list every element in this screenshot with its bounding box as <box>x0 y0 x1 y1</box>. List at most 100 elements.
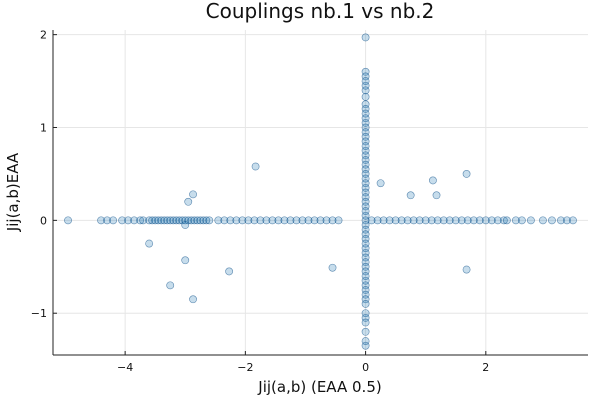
scatter-point <box>361 337 370 345</box>
scatter-point <box>361 248 370 257</box>
data-points <box>64 33 577 350</box>
scatter-point <box>361 216 370 225</box>
x-tick-label: 2 <box>482 361 489 374</box>
scatter-point <box>189 295 197 304</box>
scatter-point <box>316 216 325 225</box>
scatter-point <box>421 216 430 225</box>
scatter-point <box>361 100 370 109</box>
scatter-point <box>361 239 370 248</box>
chart-title: Couplings nb.1 vs nb.2 <box>206 0 435 23</box>
scatter-point <box>145 239 154 248</box>
scatter-point <box>251 162 260 171</box>
scatter-point <box>202 216 211 225</box>
scatter-point <box>427 216 436 225</box>
scatter-point <box>220 216 229 225</box>
scatter-point <box>268 216 277 225</box>
scatter-point <box>439 216 448 225</box>
scatter-point <box>292 216 301 225</box>
scatter-point <box>563 216 571 225</box>
scatter-point <box>244 216 253 225</box>
scatter-point <box>181 216 190 225</box>
scatter-point <box>262 216 271 225</box>
scatter-point <box>361 221 370 229</box>
scatter-point <box>361 262 370 271</box>
scatter-point <box>274 216 283 225</box>
scatter-point <box>361 318 370 327</box>
scatter-point <box>361 114 370 123</box>
scatter-point <box>361 77 370 85</box>
scatter-point <box>487 216 496 225</box>
scatter-point <box>361 109 370 118</box>
scatter-point <box>499 216 508 225</box>
scatter-point <box>361 207 370 215</box>
axes <box>52 30 588 356</box>
scatter-point <box>298 216 307 225</box>
scatter-point <box>286 216 295 225</box>
scatter-point <box>361 160 370 169</box>
scatter-point <box>548 216 556 225</box>
y-tick-label: 0 <box>40 214 47 227</box>
scatter-point <box>154 216 163 225</box>
scatter-point <box>373 216 382 225</box>
y-tick-label: −1 <box>31 307 47 320</box>
scatter-point <box>376 179 385 188</box>
scatter-point <box>184 197 193 206</box>
scatter-point <box>238 216 247 225</box>
scatter-point <box>429 176 437 185</box>
scatter-point <box>172 216 181 225</box>
scatter-point <box>124 216 133 225</box>
scatter-point <box>361 118 370 127</box>
scatter-point <box>157 216 166 225</box>
scatter-point <box>361 81 370 90</box>
x-tick-label: −4 <box>117 361 133 374</box>
scatter-point <box>148 216 157 225</box>
scatter-point <box>361 174 370 183</box>
scatter-point <box>406 191 415 200</box>
scatter-point <box>475 216 484 225</box>
scatter-point <box>415 216 424 225</box>
scatter-point <box>361 211 370 220</box>
scatter-point <box>361 197 370 206</box>
scatter-point <box>361 72 370 81</box>
scatter-point <box>190 216 199 225</box>
scatter-point <box>136 216 145 225</box>
scatter-point <box>409 216 418 225</box>
x-tick-label: −2 <box>237 361 253 374</box>
scatter-point <box>385 216 394 225</box>
scatter-point <box>469 216 478 225</box>
scatter-point <box>193 216 202 225</box>
scatter-point <box>557 216 565 225</box>
scatter-point <box>130 216 139 225</box>
scatter-point <box>109 216 118 225</box>
scatter-point <box>187 216 196 225</box>
scatter-point <box>361 86 370 95</box>
scatter-point <box>205 216 214 225</box>
scatter-point <box>334 216 343 225</box>
scatter-point <box>166 216 175 225</box>
scatter-point <box>151 216 160 225</box>
scatter-point <box>517 216 526 225</box>
scatter-point <box>361 327 370 336</box>
scatter-point <box>493 216 502 225</box>
scatter-point <box>361 132 370 141</box>
scatter-point <box>322 216 331 225</box>
scatter-point <box>103 216 112 225</box>
scatter-point <box>361 33 370 42</box>
scatter-point <box>403 216 412 225</box>
scatter-point <box>451 216 460 225</box>
scatter-point <box>361 179 370 188</box>
scatter-point <box>457 216 466 225</box>
scatter-point <box>361 253 370 262</box>
scatter-point <box>433 216 442 225</box>
scatter-point <box>379 216 388 225</box>
scatter-point <box>97 216 105 225</box>
scatter-point <box>310 216 319 225</box>
scatter-point <box>175 216 184 225</box>
x-axis-label: Jij(a,b) (EAA 0.5) <box>257 378 381 396</box>
scatter-point <box>139 216 148 225</box>
scatter-point <box>526 216 535 225</box>
scatter-point <box>361 235 370 243</box>
scatter-point <box>166 281 175 290</box>
scatter-point <box>361 193 370 202</box>
scatter-point <box>181 221 190 229</box>
